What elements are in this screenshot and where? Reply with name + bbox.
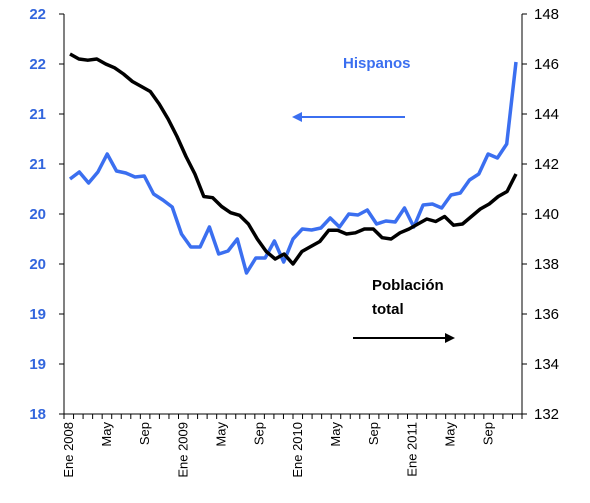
x-tick-label: Ene 2010 [290, 422, 305, 478]
right-tick-label: 140 [534, 206, 559, 223]
right-tick-label: 148 [534, 6, 559, 23]
right-tick-label: 144 [534, 106, 559, 123]
poblacion-total-label-line1: Población [372, 277, 444, 294]
right-axis-ticks: 148 146 144 142 140 138 136 134 132 [522, 6, 559, 423]
left-tick-label: 19 [29, 306, 46, 323]
right-tick-label: 146 [534, 56, 559, 73]
x-tick-label: Ene 2011 [404, 422, 419, 477]
hispanos-arrow-head-icon [292, 112, 302, 122]
hispanos-label: Hispanos [343, 55, 411, 72]
right-tick-label: 132 [534, 406, 559, 423]
x-tick-label: Sep [481, 422, 496, 445]
left-tick-label: 21 [29, 106, 46, 123]
x-tick-label: Sep [137, 422, 152, 445]
series-line-hispanos [68, 61, 518, 275]
poblacion-total-label-line2: total [372, 301, 404, 318]
x-tick-label: Ene 2009 [175, 422, 190, 478]
x-tick-label: May [328, 422, 343, 447]
x-tick-label: May [442, 422, 457, 447]
left-tick-label: 22 [29, 6, 46, 23]
annotations: Hispanos Población total [292, 55, 455, 343]
left-tick-label: 20 [29, 256, 46, 273]
x-tick-label: May [213, 422, 228, 447]
left-tick-label: 20 [29, 206, 46, 223]
x-axis-ticks: Ene 2008 May Sep Ene 2009 May Sep Ene 2010 May S… [61, 414, 523, 478]
x-tick-label: May [99, 422, 114, 447]
left-tick-label: 22 [29, 56, 46, 73]
x-tick-label: Sep [252, 422, 267, 445]
x-tick-label: Sep [366, 422, 381, 445]
right-tick-label: 134 [534, 356, 559, 373]
series-lines [68, 52, 518, 275]
left-axis-ticks: 22 22 21 21 20 20 19 19 18 [29, 6, 64, 423]
x-tick-label: Ene 2008 [61, 422, 76, 478]
right-tick-label: 136 [534, 306, 559, 323]
right-tick-label: 138 [534, 256, 559, 273]
axes [63, 14, 523, 415]
left-tick-label: 21 [29, 156, 46, 173]
poblacion-total-arrow-head-icon [445, 333, 455, 343]
left-tick-label: 19 [29, 356, 46, 373]
left-tick-label: 18 [29, 406, 46, 423]
series-line-poblacion-total [69, 52, 518, 266]
right-tick-label: 142 [534, 156, 559, 173]
